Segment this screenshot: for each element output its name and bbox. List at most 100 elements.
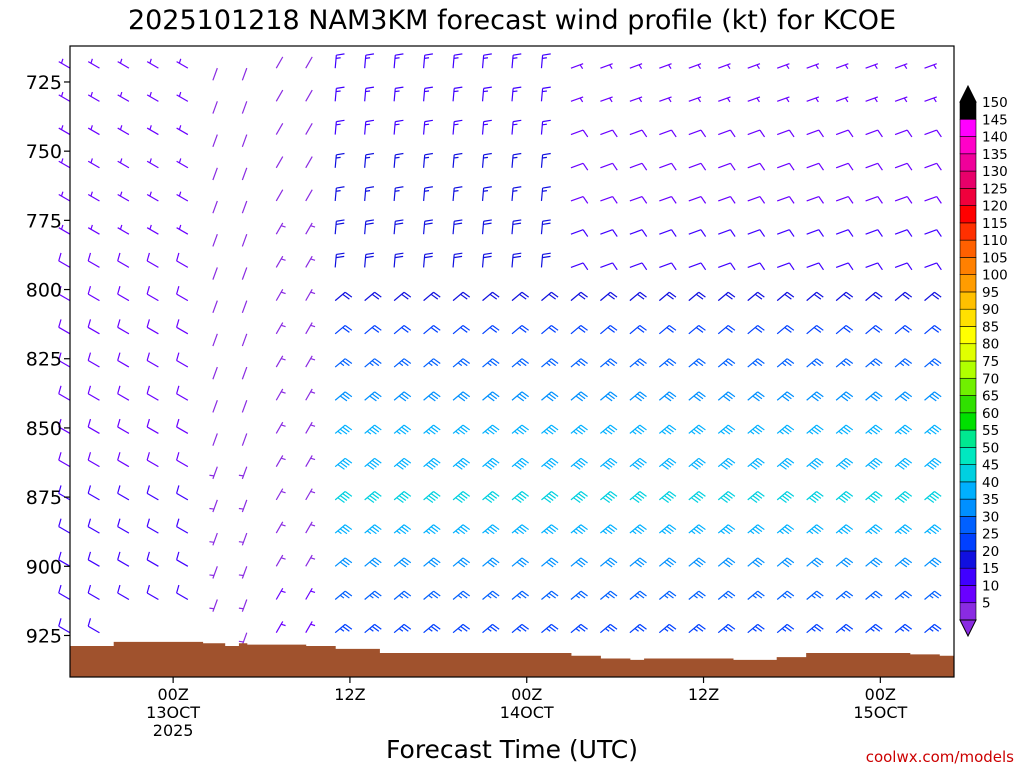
wind-barb (481, 252, 492, 268)
wind-barb (209, 499, 218, 513)
wind-barb (658, 291, 677, 302)
wind-barb-shaft (541, 590, 552, 600)
wind-barb-flag (117, 286, 121, 295)
wind-barb-half-flag (453, 90, 459, 93)
wind-barb-flag (403, 590, 412, 597)
wind-barb-flag (430, 625, 439, 632)
wind-barb-flag (612, 129, 618, 138)
wind-barb-shaft (511, 121, 514, 135)
wind-barb-half-flag (903, 97, 908, 103)
wind-barb-shaft (117, 326, 130, 335)
wind-barb-shaft (275, 289, 284, 301)
wind-barb-half-flag (720, 530, 725, 535)
wind-barb (747, 424, 765, 435)
wind-barb-half-flag (90, 125, 93, 130)
wind-barb (364, 53, 375, 69)
y-tick-label: 775 (26, 210, 62, 232)
wind-barb (600, 457, 618, 470)
wind-barb (176, 191, 189, 202)
wind-barb (776, 457, 795, 470)
wind-barb-flag (575, 561, 584, 568)
wind-barb-flag (843, 393, 851, 400)
wind-barb-half-flag (280, 258, 286, 261)
wind-barb (87, 191, 100, 202)
wind-barb-flag (729, 162, 736, 171)
wind-barb (658, 324, 677, 335)
wind-barb (511, 358, 529, 368)
wind-barb-flag (433, 491, 441, 497)
wind-barb-shaft (747, 229, 761, 235)
wind-barb-flag (695, 526, 704, 533)
wind-barb-shaft (865, 325, 876, 335)
wind-barb-shaft (540, 121, 544, 135)
wind-barb (238, 499, 248, 513)
wind-barb (58, 252, 71, 268)
wind-barb (364, 324, 382, 335)
wind-barb-half-flag (697, 64, 701, 69)
wind-barb-shaft (688, 457, 700, 468)
wind-barb (835, 491, 854, 504)
wind-barb (747, 491, 765, 504)
wind-barb-flag (637, 393, 645, 400)
wind-barb-flag (457, 528, 466, 535)
wind-barb (452, 86, 463, 102)
wind-barb-flag (374, 358, 382, 365)
wind-barb-flag (607, 360, 615, 367)
wind-barb-shaft (393, 491, 405, 501)
wind-barb (629, 590, 647, 600)
wind-barb (334, 557, 353, 568)
wind-barb-flag (176, 518, 180, 527)
wind-barb-flag (489, 559, 498, 566)
wind-barb (541, 524, 559, 535)
credit-link[interactable]: coolwx.com/models (866, 748, 1014, 766)
wind-barb-shaft (87, 127, 100, 136)
wind-barb (334, 391, 353, 402)
wind-barb-flag (365, 219, 375, 222)
wind-barb-flag (813, 426, 822, 433)
wind-barb (364, 491, 382, 504)
colorbar-label: 150 (982, 95, 1008, 111)
wind-barb-shaft (776, 195, 790, 202)
colorbar-label: 135 (982, 147, 1008, 163)
wind-barb (511, 252, 522, 268)
wind-barb-shaft (393, 424, 405, 434)
colorbar-swatch (959, 136, 977, 155)
wind-barb (275, 488, 286, 501)
wind-barb-flag (639, 623, 647, 630)
chart-title: 2025101218 NAM3KM forecast wind profile … (128, 5, 896, 36)
wind-barb (629, 162, 648, 171)
colorbar-label: 50 (982, 440, 999, 456)
wind-barb-shaft (393, 391, 405, 401)
wind-barb-shaft (511, 55, 514, 69)
wind-barb-half-flag (310, 623, 316, 627)
wind-barb-flag (754, 592, 763, 599)
wind-barb-flag (344, 590, 353, 597)
wind-barb-flag (335, 255, 345, 259)
wind-barb-flag (457, 495, 466, 501)
wind-barb-half-flag (483, 156, 489, 159)
wind-barb-shaft (776, 491, 788, 501)
wind-barb-flag (872, 526, 881, 533)
wind-barb (241, 366, 248, 380)
wind-barb-flag (639, 291, 647, 298)
wind-barb-shaft (776, 358, 788, 368)
wind-barb-shaft (212, 366, 218, 380)
wind-barb-flag (752, 461, 760, 468)
wind-barb-shaft (212, 233, 218, 247)
wind-barb-half-flag (365, 57, 371, 59)
wind-barb-flag (725, 493, 733, 499)
wind-barb-shaft (212, 67, 218, 81)
wind-barb (334, 219, 345, 235)
wind-barb-shaft (87, 360, 100, 368)
wind-barb-shaft (275, 421, 284, 434)
wind-barb (541, 324, 559, 335)
wind-barb-flag (433, 623, 441, 630)
wind-barb-shaft (894, 195, 908, 202)
wind-barb-flag (838, 463, 846, 470)
wind-barb (776, 129, 795, 138)
wind-barb-flag (610, 291, 618, 298)
wind-barb-half-flag (238, 541, 244, 543)
wind-barb (540, 186, 551, 202)
wind-barb-flag (371, 493, 380, 499)
wind-barb-half-flag (424, 123, 430, 126)
